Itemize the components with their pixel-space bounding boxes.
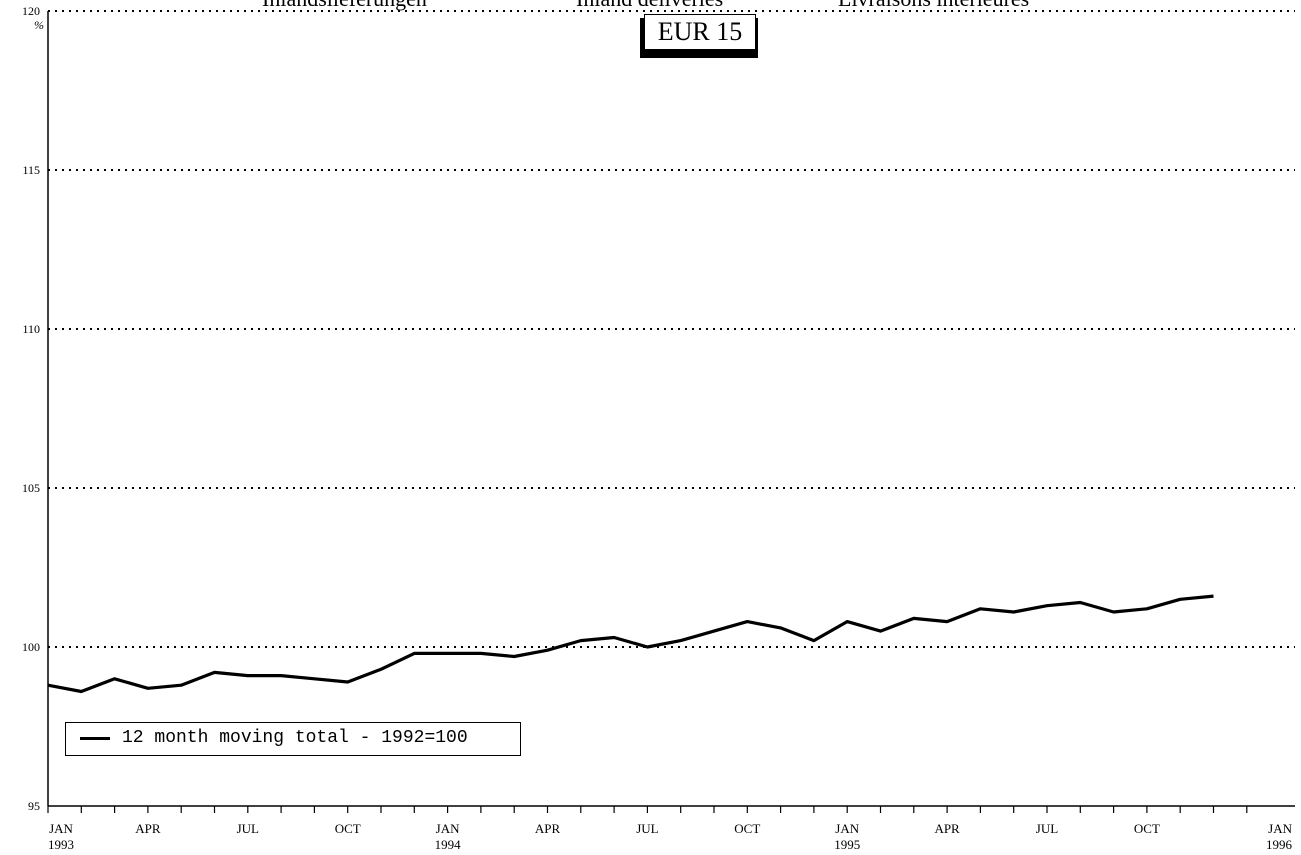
y-tick-label: 120 xyxy=(22,4,40,18)
x-tick-label-year: 1995 xyxy=(834,837,860,852)
y-tick-label: 115 xyxy=(22,163,40,177)
legend: 12 month moving total - 1992=100 xyxy=(65,722,521,756)
x-tick-label-month: APR xyxy=(135,821,161,836)
x-tick-label-month: JAN xyxy=(1268,821,1292,836)
x-tick-label-month: JAN xyxy=(835,821,859,836)
x-tick-label-month: OCT xyxy=(335,821,361,836)
x-tick-label-year: 1994 xyxy=(435,837,462,852)
x-tick-label-month: JAN xyxy=(436,821,460,836)
x-tick-label-year: 1996 xyxy=(1266,837,1293,852)
x-tick-label-month: JAN xyxy=(49,821,73,836)
x-tick-label-month: JUL xyxy=(237,821,259,836)
y-unit-label: % xyxy=(34,18,44,32)
region-badge: EUR 15 xyxy=(644,14,756,50)
x-tick-label-month: APR xyxy=(934,821,960,836)
legend-swatch xyxy=(80,737,110,740)
header-label-en: Inland deliveries xyxy=(576,0,723,12)
y-tick-label: 100 xyxy=(22,640,40,654)
x-tick-label-month: OCT xyxy=(734,821,760,836)
y-tick-label: 110 xyxy=(22,322,40,336)
y-tick-label: 95 xyxy=(28,799,40,813)
header-label-de: Inlandslieferungen xyxy=(262,0,427,12)
header-label-fr: Livraisons intérieures xyxy=(838,0,1029,12)
x-tick-label-month: OCT xyxy=(1134,821,1160,836)
y-tick-label: 105 xyxy=(22,481,40,495)
x-tick-label-year: 1993 xyxy=(48,837,74,852)
legend-label: 12 month moving total - 1992=100 xyxy=(122,728,468,748)
x-tick-label-month: JUL xyxy=(636,821,658,836)
x-tick-label-month: APR xyxy=(535,821,561,836)
series-line-0 xyxy=(47,594,1214,694)
x-tick-label-month: JUL xyxy=(1036,821,1058,836)
